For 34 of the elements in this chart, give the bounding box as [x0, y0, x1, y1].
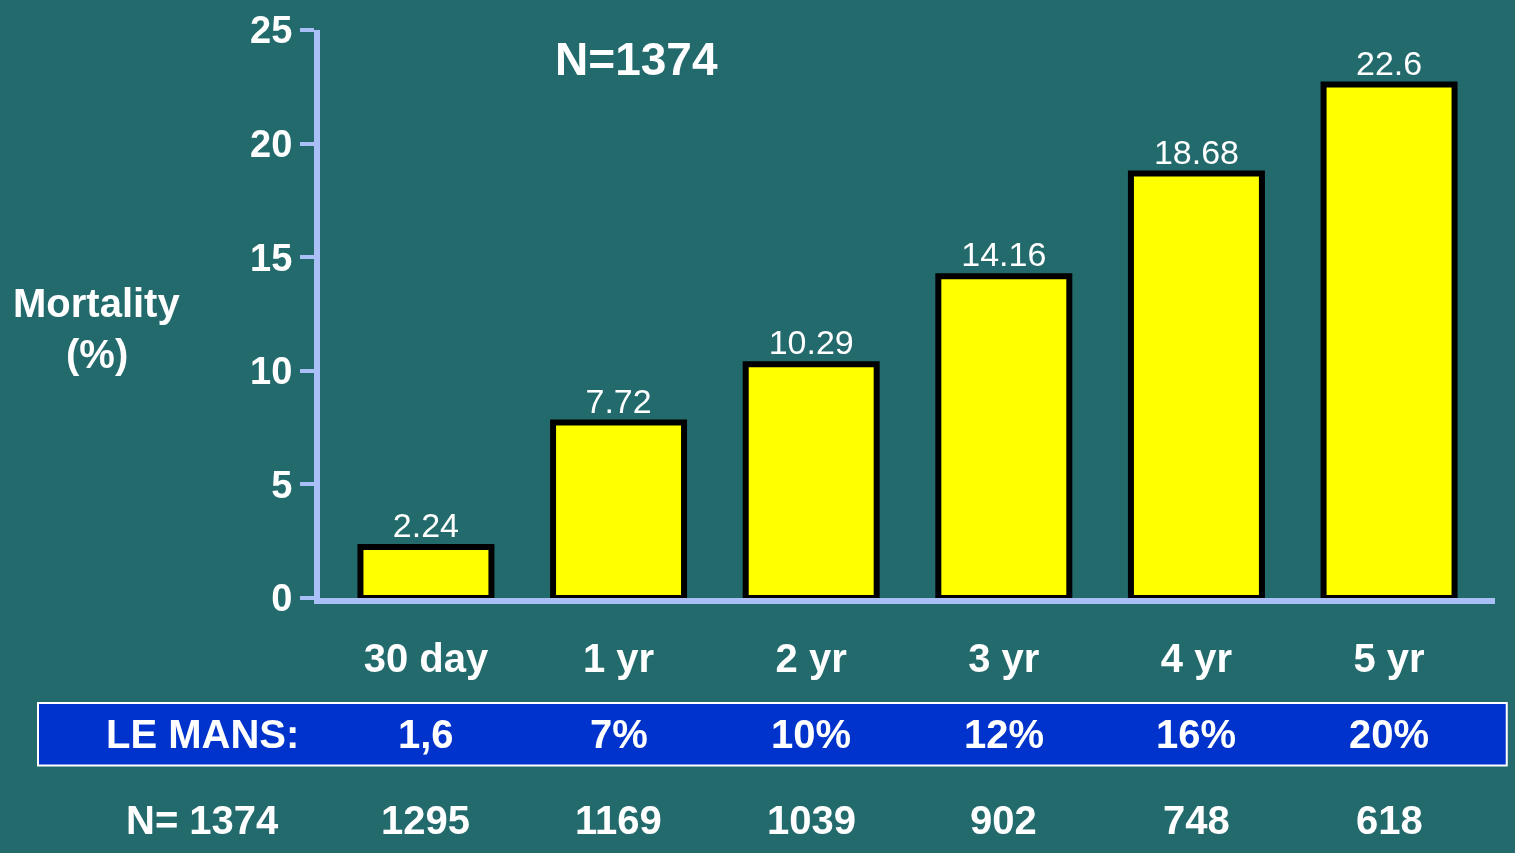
- text: 7%: [590, 712, 648, 756]
- text: 12%: [964, 712, 1045, 756]
- data-label: 2.24: [392, 506, 460, 545]
- x-tick-label: 2 yr: [775, 636, 847, 680]
- text: LE MANS:: [106, 712, 300, 756]
- y-tick-label: 20: [250, 122, 293, 165]
- chart-title: N=1374: [555, 32, 718, 85]
- text: 16%: [1156, 712, 1237, 756]
- text: 1039: [767, 798, 856, 842]
- text: 1169: [575, 798, 662, 842]
- y-tick-label: 0: [271, 577, 293, 620]
- data-label: 10.29: [768, 323, 854, 362]
- data-label: 22.6: [1355, 43, 1423, 82]
- text: 902: [970, 798, 1037, 842]
- y-axis-title: Mortality (%): [13, 281, 181, 376]
- x-tick-label: 3 yr: [968, 636, 1040, 680]
- y-tick-label: 25: [250, 9, 293, 52]
- text: 748: [1163, 798, 1230, 842]
- x-tick-label: 4 yr: [1160, 636, 1233, 680]
- text: N= 1374: [126, 798, 280, 842]
- x-tick-label: 5 yr: [1353, 636, 1425, 680]
- text: 20%: [1349, 712, 1430, 756]
- data-label: 18.68: [1153, 132, 1239, 171]
- x-tick-label: 1 yr: [582, 636, 655, 680]
- y-tick-label: 15: [250, 236, 293, 279]
- data-label: 7.72: [585, 381, 652, 420]
- text: 1295: [381, 798, 470, 842]
- data-label: 14.16: [961, 235, 1047, 274]
- x-tick-label: 30 day: [363, 636, 489, 680]
- text: 618: [1356, 798, 1423, 842]
- y-tick-label: 5: [271, 463, 293, 506]
- text: 1,6: [398, 712, 454, 756]
- y-tick-label: 10: [250, 350, 293, 393]
- text: 10%: [771, 712, 852, 756]
